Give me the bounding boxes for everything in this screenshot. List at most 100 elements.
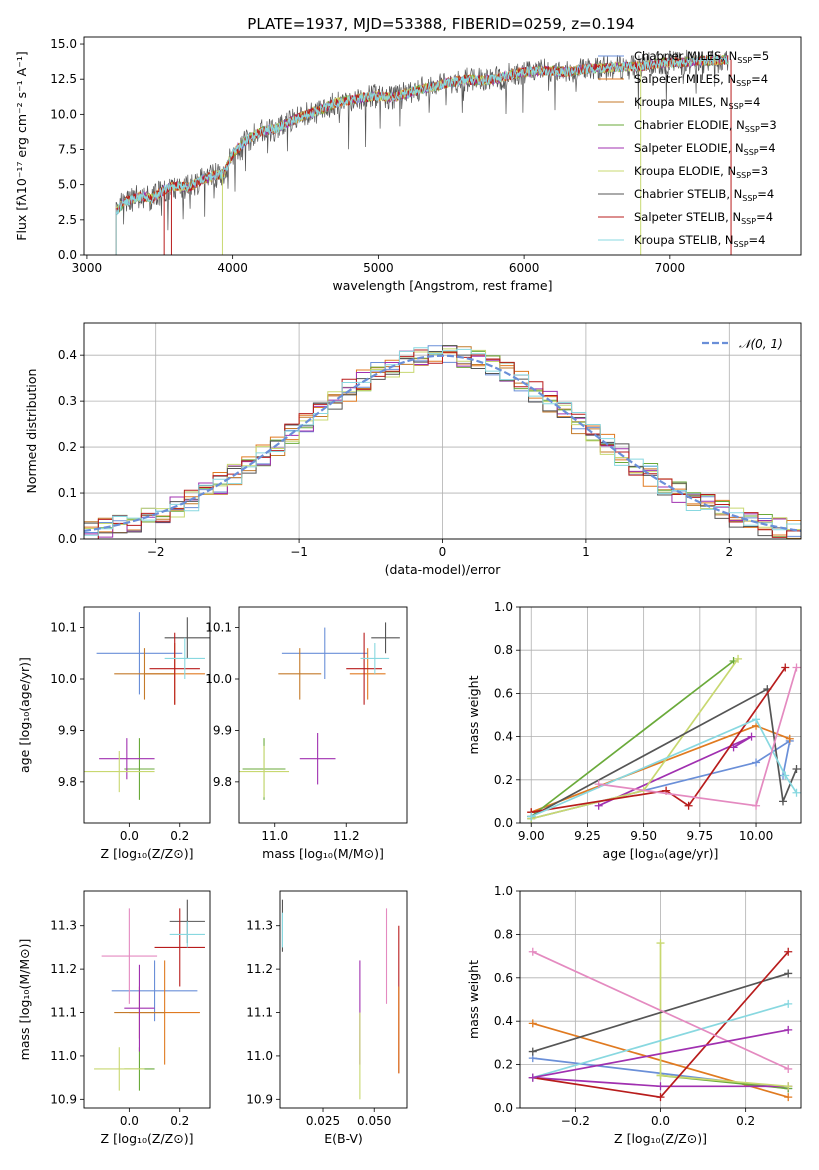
y-tick-label: 0.8 xyxy=(494,927,513,941)
x-tick-label: 0.0 xyxy=(120,1114,139,1128)
weight-marker xyxy=(656,939,665,948)
y-tick-label: 9.8 xyxy=(58,775,77,789)
weight-marker xyxy=(594,801,603,810)
axes-spectrum: 3000 4000 5000 6000 7000 0.0 2.5 5.0 7.5 10.0 12.5… xyxy=(14,36,802,293)
weight-series-line xyxy=(530,718,798,818)
axes-frame xyxy=(83,890,211,1109)
weight-marker xyxy=(734,654,743,663)
x-tick-label: 9.50 xyxy=(630,829,657,843)
y-tick-label: 10.0 xyxy=(50,107,77,121)
y-tick-label: 10.1 xyxy=(50,621,77,635)
y-tick-label: 10.0 xyxy=(50,672,77,686)
y-tick-label: 10.9 xyxy=(50,1092,77,1106)
y-tick-label: 0.4 xyxy=(494,1014,513,1028)
y-tick-label: 0.1 xyxy=(58,486,77,500)
weight-marker xyxy=(784,999,793,1008)
spectrum-series-line xyxy=(115,49,729,255)
plot-area xyxy=(115,49,732,255)
y-tick-label: 0.3 xyxy=(58,394,77,408)
x-axis-label: E(B-V) xyxy=(324,1131,363,1146)
legend-label: 𝒩(0, 1) xyxy=(739,337,783,351)
weight-series-line xyxy=(532,972,789,1053)
y-tick-label: 5.0 xyxy=(58,178,77,192)
axes-frame xyxy=(519,606,802,824)
x-axis-label: Z [log₁₀(Z/Z⊙)] xyxy=(101,1131,194,1146)
x-tick-label: 11.0 xyxy=(261,829,288,843)
weight-marker xyxy=(656,1071,665,1080)
y-tick-label: 0.2 xyxy=(494,1058,513,1072)
weight-marker xyxy=(752,801,761,810)
y-tick-label: 15.0 xyxy=(50,37,77,51)
axes-frame xyxy=(238,606,408,824)
x-tick-label: 0.2 xyxy=(736,1114,755,1128)
legend-label: Chabrier STELIB, NSSP=4 xyxy=(634,187,774,203)
weight-series-line xyxy=(530,660,735,818)
x-tick-label: 0.0 xyxy=(120,829,139,843)
y-tick-label: 1.0 xyxy=(494,600,513,614)
y-tick-label: 9.8 xyxy=(213,775,232,789)
x-tick-label: 6000 xyxy=(509,261,540,275)
legend-label: Chabrier MILES, NSSP=5 xyxy=(634,49,769,65)
weight-marker xyxy=(792,663,801,672)
y-tick-label: 0.0 xyxy=(494,816,513,830)
legend-label: Kroupa MILES, NSSP=4 xyxy=(634,95,760,111)
weight-marker xyxy=(747,732,756,741)
axes-residuals: −2 −1 0 1 2 0.0 0.1 0.2 0.3 0.4 (data-model)/error… xyxy=(24,322,802,577)
weight-series-line xyxy=(532,1029,789,1079)
weight-marker xyxy=(656,1082,665,1091)
y-tick-label: 10.9 xyxy=(246,1092,273,1106)
weight-marker xyxy=(792,765,801,773)
gaussian-curve xyxy=(84,354,801,532)
x-tick-label: 0.0 xyxy=(651,1114,670,1128)
y-tick-label: 0.4 xyxy=(58,348,77,362)
y-tick-label: 10.0 xyxy=(205,672,232,686)
plot-area xyxy=(528,939,793,1102)
axes-weight_vs_Z: −0.2 0.0 0.2 0.0 0.2 0.4 0.6 0.8 1.0 Z [log₁₀(Z/Z… xyxy=(466,884,802,1146)
x-tick-label: 3000 xyxy=(72,261,103,275)
x-axis-label: Z [log₁₀(Z/Z⊙)] xyxy=(614,1131,707,1146)
weight-marker xyxy=(784,947,793,956)
y-axis-label: mass weight xyxy=(466,960,481,1039)
plot-area xyxy=(94,899,205,1091)
weight-series-line xyxy=(532,951,789,1070)
weight-marker xyxy=(684,801,693,810)
y-tick-label: 12.5 xyxy=(50,72,77,86)
x-tick-label: 0 xyxy=(439,545,447,559)
y-tick-label: 11.0 xyxy=(50,1049,77,1063)
y-tick-label: 9.9 xyxy=(58,723,77,737)
y-tick-label: 11.0 xyxy=(246,1049,273,1063)
x-tick-label: 9.75 xyxy=(686,829,713,843)
plot-area xyxy=(527,654,801,823)
x-axis-label: Z [log₁₀(Z/Z⊙)] xyxy=(101,846,194,861)
plot-area xyxy=(84,612,210,800)
weight-marker xyxy=(752,758,761,767)
y-axis-label: Normed distribution xyxy=(24,369,39,494)
axes-age_vs_Z: 0.0 0.2 9.8 9.9 10.0 10.1 Z [log₁₀(Z/Z⊙)] age [… xyxy=(17,606,211,861)
y-tick-label: 11.2 xyxy=(246,962,273,976)
weight-marker xyxy=(784,969,793,978)
x-tick-label: 4000 xyxy=(217,261,248,275)
plot-area xyxy=(239,622,400,800)
y-axis-label: mass weight xyxy=(466,675,481,754)
y-axis-label: age [log₁₀(age/yr)] xyxy=(17,657,32,773)
x-tick-label: 10.00 xyxy=(739,829,773,843)
y-tick-label: 0.6 xyxy=(494,971,513,985)
x-axis-label: age [log₁₀(age/yr)] xyxy=(603,846,719,861)
legend-label: Kroupa STELIB, NSSP=4 xyxy=(634,233,765,249)
y-tick-label: 11.1 xyxy=(50,1006,77,1020)
y-tick-label: 0.2 xyxy=(494,773,513,787)
x-tick-label: 5000 xyxy=(363,261,394,275)
weight-marker xyxy=(784,1082,793,1091)
axes-age_vs_mass: 11.0 11.2 9.8 9.9 10.0 10.1 mass [log₁₀(M/M⊙)] xyxy=(205,606,408,861)
x-tick-label: 7000 xyxy=(655,261,686,275)
weight-series-line xyxy=(530,687,798,818)
weight-marker xyxy=(528,947,537,956)
y-tick-label: 0.2 xyxy=(58,440,77,454)
x-tick-label: 2 xyxy=(725,545,733,559)
weight-marker xyxy=(785,734,794,743)
x-axis-label: mass [log₁₀(M/M⊙)] xyxy=(262,846,384,861)
axes-mass_vs_ebv: 0.025 0.050 10.9 11.0 11.1 11.2 11.3 E(B-V) xyxy=(246,890,408,1146)
weight-marker xyxy=(784,1064,793,1073)
weight-marker xyxy=(527,812,536,821)
x-axis-label: (data-model)/error xyxy=(385,562,502,577)
